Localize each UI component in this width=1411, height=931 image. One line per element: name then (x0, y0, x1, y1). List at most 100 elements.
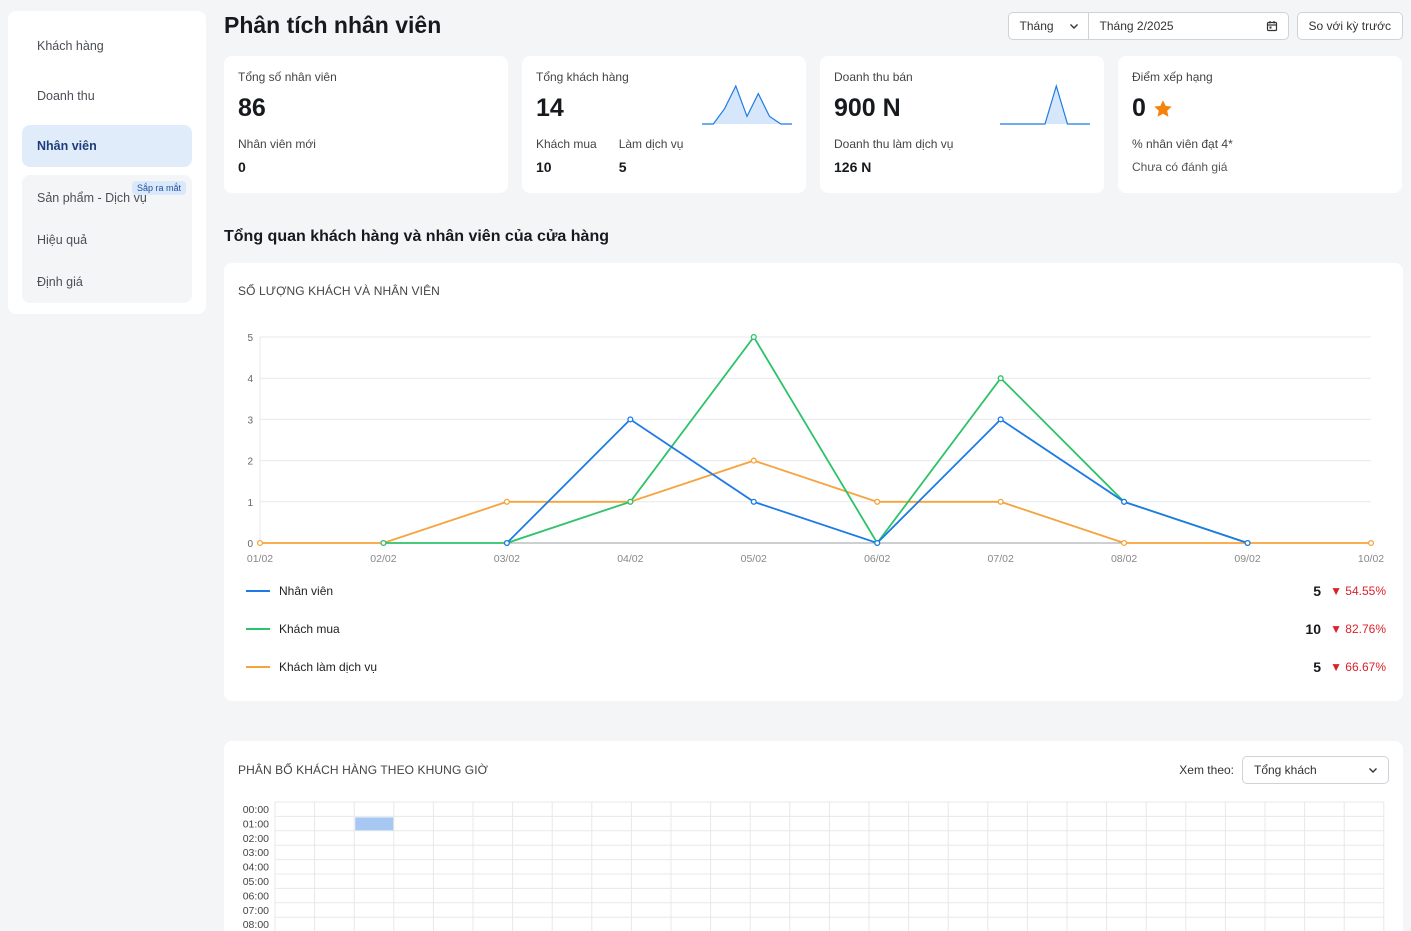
page-title: Phân tích nhân viên (224, 12, 442, 38)
legend-change-value: 54.55% (1345, 584, 1386, 598)
sidebar-item-label: Sản phẩm - Dịch vụ (37, 191, 147, 205)
hour-label: 07:00 (243, 905, 269, 917)
data-point (997, 416, 1004, 423)
sidebar-item-label: Nhân viên (37, 139, 97, 153)
hour-label: 04:00 (243, 862, 269, 874)
calendar-icon (1266, 21, 1277, 32)
data-point (627, 498, 634, 505)
legend-change-value: 66.67% (1345, 660, 1386, 674)
x-tick-label: 09/02 (1234, 553, 1260, 565)
heat-cell-active (355, 817, 394, 831)
chart-title: SỐ LƯỢNG KHÁCH VÀ NHÂN VIÊN (238, 284, 440, 298)
legend-total: 5 (1313, 659, 1321, 675)
period-select[interactable]: Tháng (1009, 13, 1089, 39)
kpi-sub-value: 126 N (834, 159, 872, 175)
kpi-value: 14 (536, 94, 564, 122)
header-controls: Tháng Tháng 2/2025 So với kỳ trước (1007, 12, 1403, 40)
sidebar-item-staff[interactable]: Nhân viên (22, 125, 192, 167)
legend-line (246, 628, 270, 630)
legend-row-buyers[interactable]: Khách mua 10 ▼ 82.76% (246, 619, 1386, 639)
data-point (380, 539, 387, 547)
overview-chart-card: SỐ LƯỢNG KHÁCH VÀ NHÂN VIÊN 0 1 2 3 4 5 01/02 0… (224, 263, 1403, 701)
hourly-distribution-card: PHÂN BỐ KHÁCH HÀNG THEO KHUNG GIỜ Xem th… (224, 741, 1403, 931)
distribution-title: PHÂN BỐ KHÁCH HÀNG THEO KHUNG GIỜ (238, 763, 489, 777)
legend-change: ▼ 66.67% (1330, 660, 1386, 674)
kpi-card-revenue: Doanh thu bán 900 N Doanh thu làm dịch v… (820, 56, 1104, 193)
kpi-sub-label: Làm dịch vụ (618, 137, 684, 151)
legend-change-value: 82.76% (1345, 622, 1386, 636)
hour-label: 08:00 (243, 919, 269, 931)
legend-name: Khách làm dịch vụ (279, 660, 378, 674)
line-chart: 0 1 2 3 4 5 01/02 02/02 03/02 04/02 05/02 06/02 07/0… (247, 333, 1384, 565)
kpi-label: Điểm xếp hạng (1132, 70, 1213, 84)
series-line (506, 418, 1248, 545)
legend-row-staff[interactable]: Nhân viên 5 ▼ 54.55% (246, 581, 1386, 601)
kpi-sub-value: Chưa có đánh giá (1132, 160, 1228, 174)
y-tick-label: 1 (247, 498, 253, 509)
kpi-label: Tổng số nhân viên (238, 70, 337, 84)
kpi-sub-label: Doanh thu làm dịch vụ (834, 137, 954, 151)
x-tick-label: 01/02 (247, 553, 273, 565)
x-tick-label: 10/02 (1358, 553, 1384, 565)
view-by-value: Tổng khách (1254, 763, 1317, 777)
sparkline-line (702, 84, 792, 125)
kpi-sub-value: 10 (536, 159, 552, 175)
data-point (1121, 498, 1128, 505)
data-point (874, 539, 881, 547)
data-point (750, 498, 757, 505)
sidebar-item-customers[interactable]: Khách hàng (22, 25, 192, 67)
kpi-value: 86 (238, 94, 266, 122)
kpi-value: 900 N (834, 94, 901, 122)
y-tick-label: 3 (247, 415, 253, 426)
data-point (1367, 539, 1375, 547)
y-tick-label: 0 (247, 539, 253, 550)
x-tick-label: 07/02 (988, 553, 1014, 565)
legend-line (246, 666, 270, 668)
sidebar-item-pricing[interactable]: Định giá (22, 261, 192, 303)
period-picker: Tháng Tháng 2/2025 (1007, 12, 1289, 40)
sidebar-item-label: Doanh thu (37, 89, 95, 103)
x-tick-label: 03/02 (494, 553, 520, 565)
date-input[interactable]: Tháng 2/2025 (1089, 13, 1288, 39)
sidebar-item-products-services[interactable]: Sản phẩm - Dịch vụ (22, 177, 192, 219)
sparkline-area (1000, 86, 1090, 124)
legend-row-service[interactable]: Khách làm dịch vụ 5 ▼ 66.67% (246, 657, 1386, 677)
period-select-value: Tháng (1019, 19, 1054, 33)
kpi-label: Tổng khách hàng (536, 70, 629, 84)
customers-sparkline (702, 84, 792, 125)
kpi-breakdown: Khách mua 10 Làm dịch vụ 5 (536, 123, 792, 175)
data-point (750, 457, 757, 464)
sparkline-line (1000, 83, 1090, 125)
data-point (997, 375, 1004, 382)
section-title: Tổng quan khách hàng và nhân viên của cử… (224, 228, 609, 245)
series-line (260, 459, 1371, 544)
star-icon (1154, 99, 1172, 117)
x-tick-label: 04/02 (617, 553, 643, 565)
kpi-label: Doanh thu bán (834, 70, 913, 84)
compare-button[interactable]: So với kỳ trước (1296, 12, 1403, 40)
kpi-sub-value: 5 (618, 159, 627, 175)
legend-change: ▼ 82.76% (1330, 622, 1386, 636)
hour-label: 03:00 (243, 847, 269, 859)
kpi-value-row: 0 (1132, 94, 1388, 123)
sidebar-item-efficiency[interactable]: Hiệu quả (22, 219, 192, 261)
sidebar-item-label: Khách hàng (37, 39, 104, 53)
sparkline-area (702, 86, 792, 124)
coming-soon-badge: Sắp ra mắt (131, 181, 186, 195)
data-point (1244, 539, 1251, 547)
y-tick-label: 2 (247, 457, 253, 468)
data-point (256, 539, 264, 547)
hour-label: 00:00 (243, 804, 269, 816)
legend-total: 5 (1313, 583, 1321, 599)
sidebar-item-revenue[interactable]: Doanh thu (22, 75, 192, 117)
sidebar-item-label: Hiệu quả (37, 233, 88, 247)
sidebar: Khách hàng Doanh thu Nhân viên Sản phẩm … (8, 11, 206, 314)
hour-label: 01:00 (243, 818, 269, 830)
x-tick-label: 06/02 (864, 553, 890, 565)
data-point (874, 498, 881, 505)
view-by: Xem theo: Tổng khách (1179, 756, 1389, 784)
view-by-select[interactable]: Tổng khách (1242, 756, 1389, 784)
view-by-label: Xem theo: (1179, 763, 1234, 777)
kpi-card-customers: Tổng khách hàng 14 Khách mua 10 Làm dịch… (522, 56, 806, 193)
kpi-breakdown-buy: Khách mua 10 (536, 123, 597, 175)
